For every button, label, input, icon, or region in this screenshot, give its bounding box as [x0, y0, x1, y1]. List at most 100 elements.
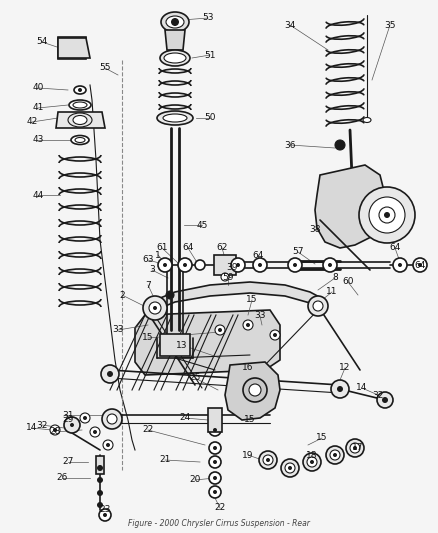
Circle shape	[97, 465, 103, 471]
Bar	[208, 408, 222, 432]
Text: 42: 42	[26, 117, 38, 126]
Circle shape	[231, 258, 245, 272]
Circle shape	[293, 263, 297, 267]
Circle shape	[78, 88, 82, 92]
Circle shape	[328, 263, 332, 267]
Circle shape	[326, 446, 344, 464]
Ellipse shape	[363, 117, 371, 123]
Text: 7: 7	[145, 280, 151, 289]
Text: 35: 35	[384, 20, 396, 29]
Circle shape	[350, 443, 360, 453]
Text: 19: 19	[242, 450, 254, 459]
Text: 15: 15	[244, 416, 256, 424]
Circle shape	[209, 486, 221, 498]
Text: 44: 44	[32, 190, 44, 199]
Ellipse shape	[157, 111, 193, 125]
Ellipse shape	[73, 116, 87, 125]
Text: 64: 64	[389, 244, 401, 253]
Text: 12: 12	[339, 364, 351, 373]
Circle shape	[209, 472, 221, 484]
Circle shape	[178, 258, 192, 272]
Circle shape	[209, 456, 221, 468]
Circle shape	[353, 446, 357, 450]
Text: 55: 55	[99, 63, 111, 72]
Text: 28: 28	[49, 427, 61, 437]
Circle shape	[323, 258, 337, 272]
Text: 29: 29	[62, 416, 74, 424]
Text: 39: 39	[226, 263, 238, 272]
Circle shape	[313, 301, 323, 311]
Circle shape	[243, 378, 267, 402]
Circle shape	[83, 416, 87, 420]
Ellipse shape	[68, 113, 92, 127]
Bar	[160, 334, 190, 356]
Text: 60: 60	[342, 278, 354, 287]
Text: 3: 3	[149, 265, 155, 274]
Text: 51: 51	[204, 51, 216, 60]
Text: 34: 34	[284, 20, 296, 29]
Circle shape	[97, 477, 103, 483]
Circle shape	[418, 263, 422, 267]
Circle shape	[107, 414, 117, 424]
Ellipse shape	[71, 135, 89, 144]
Ellipse shape	[163, 114, 187, 122]
Circle shape	[263, 455, 273, 465]
Ellipse shape	[164, 53, 186, 63]
Text: 31: 31	[62, 410, 74, 419]
Text: 17: 17	[352, 443, 364, 453]
Circle shape	[143, 296, 167, 320]
Circle shape	[303, 453, 321, 471]
Text: 54: 54	[36, 37, 48, 46]
Text: 14: 14	[356, 384, 367, 392]
Text: 15: 15	[316, 433, 328, 442]
Circle shape	[246, 323, 250, 327]
Text: 61: 61	[156, 244, 168, 253]
Text: 38: 38	[309, 225, 321, 235]
Circle shape	[266, 458, 270, 462]
Circle shape	[308, 296, 328, 316]
Ellipse shape	[73, 102, 87, 108]
Text: 26: 26	[57, 473, 68, 482]
Circle shape	[330, 450, 340, 460]
Bar	[214, 255, 236, 275]
Text: 59: 59	[222, 273, 234, 282]
Circle shape	[393, 258, 407, 272]
Text: 32: 32	[372, 391, 384, 400]
Polygon shape	[56, 112, 105, 128]
Circle shape	[215, 325, 225, 335]
Text: 14: 14	[26, 424, 38, 432]
Circle shape	[102, 409, 122, 429]
Text: 20: 20	[189, 475, 201, 484]
Text: 24: 24	[180, 414, 191, 423]
Circle shape	[213, 428, 217, 432]
Circle shape	[307, 457, 317, 467]
Ellipse shape	[160, 50, 190, 66]
Circle shape	[369, 197, 405, 233]
Circle shape	[213, 490, 217, 494]
Circle shape	[209, 442, 221, 454]
Text: 15: 15	[246, 295, 258, 304]
Text: 53: 53	[202, 13, 214, 22]
Polygon shape	[135, 310, 280, 375]
Ellipse shape	[166, 16, 184, 28]
Circle shape	[195, 260, 205, 270]
Circle shape	[153, 306, 157, 310]
Text: 40: 40	[32, 84, 44, 93]
Circle shape	[346, 439, 364, 457]
Text: 13: 13	[176, 341, 188, 350]
Text: 8: 8	[332, 273, 338, 282]
Circle shape	[171, 18, 179, 26]
Circle shape	[99, 509, 111, 521]
Circle shape	[53, 428, 57, 432]
Ellipse shape	[161, 12, 189, 32]
Circle shape	[253, 258, 267, 272]
Circle shape	[382, 397, 388, 403]
Text: 25: 25	[189, 374, 201, 383]
Text: 21: 21	[159, 456, 171, 464]
Text: 33: 33	[112, 326, 124, 335]
Circle shape	[166, 291, 174, 299]
Circle shape	[337, 386, 343, 392]
Circle shape	[249, 384, 261, 396]
Polygon shape	[58, 38, 90, 58]
Circle shape	[259, 451, 277, 469]
